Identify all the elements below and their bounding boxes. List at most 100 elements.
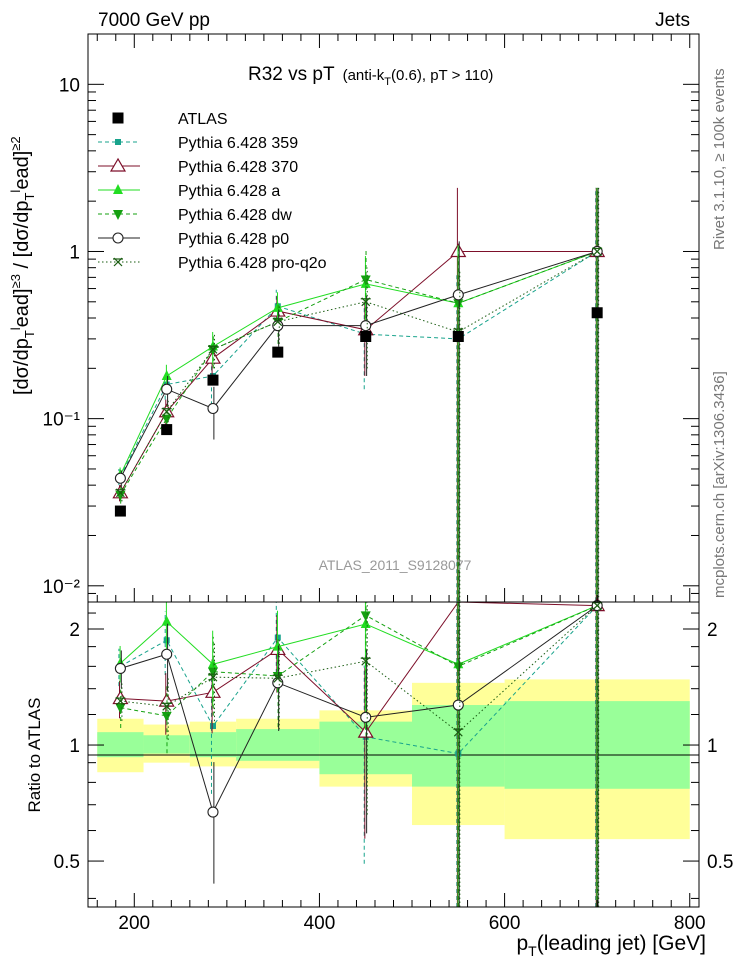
atlas-point: [591, 307, 603, 319]
top-series-point: [360, 275, 371, 286]
ratio-series-point: [592, 601, 603, 611]
top-series-point: [114, 472, 126, 484]
top-series-point: [161, 369, 172, 380]
x-tick-label: 800: [674, 913, 706, 934]
legend-label-atlas: ATLAS: [178, 111, 228, 128]
legend-marker: [115, 139, 121, 145]
ratio-panel: 2 2 1 1 0.5 0.5 200 400 600 800 Ratio to ATLAS p…: [25, 34, 733, 959]
ratio-y-ticks: 2 2 1 1 0.5 0.5: [54, 612, 733, 899]
atlas-point: [114, 505, 126, 517]
y-tick-label: 10: [59, 75, 80, 96]
ratio-series-layer: [112, 597, 606, 907]
top-series-line: [119, 251, 598, 476]
ratio-y-axis-label: Ratio to ATLAS: [25, 698, 44, 813]
main-panel: 10 1 10⁻¹ 10⁻² R32 vs pT (anti-kT(0.6), pT >…: [8, 33, 700, 603]
x-tick-label: 400: [304, 913, 336, 934]
ratio-series-point: [207, 806, 219, 818]
ratio-band-layer: [97, 679, 690, 840]
top-series-line: [119, 251, 598, 494]
legend-label: Pythia 6.428 dw: [178, 207, 292, 224]
legend-marker: [113, 210, 123, 220]
legend-label: Pythia 6.428 359: [178, 135, 298, 152]
ratio-y-tick-label: 0.5: [54, 852, 80, 873]
header-right: Jets: [655, 10, 690, 31]
ratio-series-point: [115, 703, 126, 714]
ratio-series-point: [272, 673, 283, 683]
atlas-point: [452, 331, 464, 343]
ratio-y-tick-label-right: 1: [707, 736, 718, 757]
ratio-series-line: [120, 605, 598, 665]
top-series-point: [207, 402, 219, 415]
top-series-point: [360, 297, 371, 307]
ratio-series-point: [207, 667, 218, 678]
atlas-point: [360, 331, 372, 343]
top-series-point: [161, 407, 172, 417]
top-series-line: [119, 250, 598, 494]
y-tick-label: 10⁻¹: [43, 410, 81, 431]
ratio-series-point: [207, 672, 218, 682]
atlas-point: [207, 374, 219, 386]
top-series-point: [453, 299, 464, 310]
ratio-series-point: [115, 696, 126, 706]
ratio-series-point: [272, 672, 283, 683]
analysis-tag: ATLAS_2011_S9128077: [319, 557, 472, 573]
legend-marker: [112, 232, 124, 244]
atlas-point: [161, 424, 173, 436]
top-series-line: [119, 251, 598, 496]
x-tick-label: 200: [118, 913, 150, 934]
ratio-series-point: [453, 727, 464, 737]
top-series-point: [272, 320, 284, 332]
legend-label: Pythia 6.428 370: [178, 159, 298, 176]
ratio-y-tick-label-right: 2: [707, 620, 718, 641]
ratio-series-point: [360, 611, 371, 622]
top-series-layer: [112, 187, 606, 602]
ratio-series-point: [161, 701, 172, 711]
top-series-point: [161, 383, 173, 395]
ratio-series-point: [452, 699, 464, 711]
legend-marker: [109, 157, 127, 172]
ratio-series-point: [357, 723, 374, 738]
legend-marker-atlas: [112, 112, 124, 124]
top-y-ticks: 10 1 10⁻¹ 10⁻²: [43, 33, 699, 603]
x-axis-ticks: 200 400 600 800: [96, 34, 706, 934]
x-axis-label: pT(leading jet) [GeV]: [516, 932, 706, 959]
ratio-series-point: [272, 640, 283, 651]
top-series-point: [592, 247, 603, 256]
source-label: mcplots.cern.ch [arXiv:1306.3436]: [711, 371, 728, 598]
top-series-point: [115, 490, 126, 501]
legend-label: Pythia 6.428 pro-q2o: [178, 255, 327, 272]
top-series-point: [115, 488, 126, 498]
ratio-series-point: [114, 662, 126, 675]
ratio-series-point: [360, 656, 371, 666]
atlas-point: [272, 346, 284, 358]
ratio-band-stat: [189, 732, 237, 758]
ratio-band-stat: [97, 732, 144, 758]
legend-label: Pythia 6.428 p0: [178, 231, 289, 248]
legend-marker: [113, 257, 123, 267]
rivet-label: Rivet 3.1.10, ≥ 100k events: [711, 68, 728, 250]
header-left: 7000 GeV pp: [98, 10, 210, 31]
top-series-point: [452, 289, 464, 301]
ratio-series-point: [209, 723, 216, 730]
legend-marker: [113, 184, 123, 194]
y-tick-label: 1: [69, 242, 80, 263]
top-series-line: [119, 251, 598, 477]
top-series-point: [161, 414, 172, 425]
top-series-point: [272, 317, 283, 327]
legend-label: Pythia 6.428 a: [178, 183, 280, 200]
atlas-points: [114, 307, 603, 517]
top-series-point: [207, 345, 218, 356]
top-y-axis-label: [dσ/dpTlead]≥3 / [dσ/dpTlead]≥2: [8, 136, 37, 395]
legend: ATLAS Pythia 6.428 359 Pythia 6.428 370 Pyt…: [98, 111, 327, 272]
ratio-band-stat: [236, 729, 320, 761]
ratio-y-tick-label-right: 0.5: [707, 852, 733, 873]
chart-title: R32 vs pT (anti-kT(0.6), pT > 110): [248, 64, 493, 88]
ratio-series-point: [161, 615, 172, 626]
ratio-series-point: [360, 711, 372, 723]
ratio-series-point: [161, 711, 172, 722]
top-series-point: [360, 320, 372, 332]
ratio-y-tick-label: 1: [69, 736, 80, 757]
x-tick-label: 600: [489, 913, 521, 934]
y-tick-label: 10⁻²: [43, 577, 81, 598]
